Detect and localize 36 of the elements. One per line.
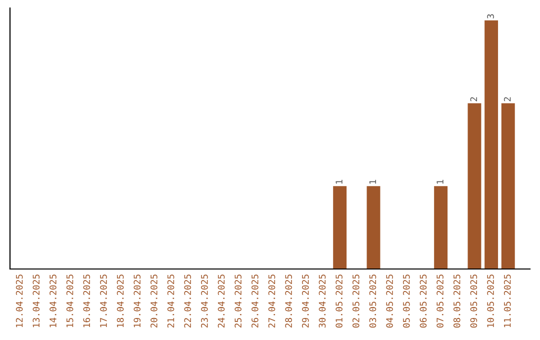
x-tick-label: 16.04.2025 xyxy=(83,274,90,328)
x-tick-label: 20.04.2025 xyxy=(150,274,158,328)
x-tick-label: 05.05.2025 xyxy=(402,274,410,328)
x-tick-label: 23.04.2025 xyxy=(201,274,208,328)
x-tick-label: 12.04.2025 xyxy=(16,274,23,328)
x-tick-label: 08.05.2025 xyxy=(453,274,460,328)
x-tick-label: 02.05.2025 xyxy=(352,274,360,328)
x-tick-label: 26.04.2025 xyxy=(252,274,258,328)
data-label: 1 xyxy=(369,180,376,184)
data-label: 3 xyxy=(487,14,494,18)
x-tick-label: 25.04.2025 xyxy=(234,274,242,328)
x-tick-label: 30.04.2025 xyxy=(318,274,326,328)
x-tick-label: 14.04.2025 xyxy=(50,274,56,328)
x-tick-label: 09.05.2025 xyxy=(470,274,478,328)
x-tick-label: 24.04.2025 xyxy=(218,274,225,328)
x-tick-label: 11.05.2025 xyxy=(504,274,511,328)
x-tick-label: 13.04.2025 xyxy=(32,274,40,328)
x-tick-label: 07.05.2025 xyxy=(436,274,444,328)
x-tick-label: 15.04.2025 xyxy=(66,274,74,328)
x-tick-label: 10.05.2025 xyxy=(487,274,494,328)
x-tick-label: 22.04.2025 xyxy=(184,274,192,328)
x-tick-label: 17.04.2025 xyxy=(100,274,107,328)
x-tick-label: 29.04.2025 xyxy=(302,274,309,328)
x-tick-label: 18.04.2025 xyxy=(116,274,124,328)
x-tick-label: 03.05.2025 xyxy=(369,274,376,328)
x-tick-label: 21.04.2025 xyxy=(167,274,174,328)
data-label: 2 xyxy=(470,97,477,102)
x-tick-label: 19.04.2025 xyxy=(134,274,141,328)
x-tick-label: 27.04.2025 xyxy=(268,274,276,328)
data-label: 2 xyxy=(504,97,511,102)
x-tick-label: 04.05.2025 xyxy=(386,274,393,328)
x-tick-label: 28.04.2025 xyxy=(285,274,292,328)
data-label: 1 xyxy=(436,180,444,184)
x-tick-label: 06.05.2025 xyxy=(420,274,427,328)
data-label: 1 xyxy=(336,180,342,184)
x-tick-label: 01.05.2025 xyxy=(336,274,342,328)
